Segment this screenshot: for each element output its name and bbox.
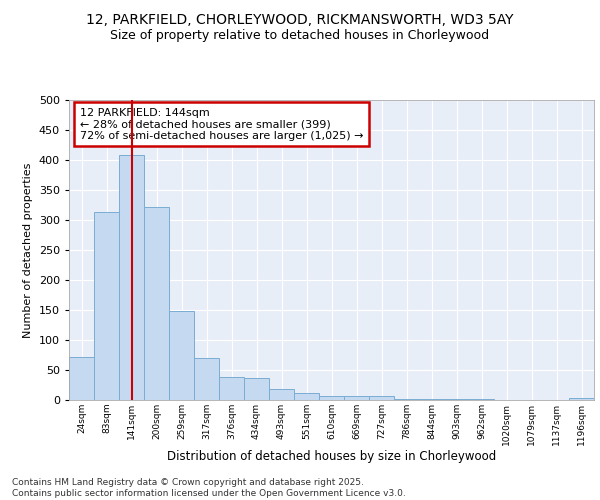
Bar	[119, 155, 144, 400]
Text: 12, PARKFIELD, CHORLEYWOOD, RICKMANSWORTH, WD3 5AY: 12, PARKFIELD, CHORLEYWOOD, RICKMANSWORT…	[86, 12, 514, 26]
Bar	[369, 396, 394, 400]
Bar	[194, 358, 219, 400]
Bar	[569, 398, 594, 400]
Bar	[394, 399, 419, 400]
Bar	[344, 396, 369, 400]
Bar	[69, 357, 94, 400]
Text: Size of property relative to detached houses in Chorleywood: Size of property relative to detached ho…	[110, 29, 490, 42]
X-axis label: Distribution of detached houses by size in Chorleywood: Distribution of detached houses by size …	[167, 450, 496, 464]
Text: Contains HM Land Registry data © Crown copyright and database right 2025.
Contai: Contains HM Land Registry data © Crown c…	[12, 478, 406, 498]
Y-axis label: Number of detached properties: Number of detached properties	[23, 162, 33, 338]
Bar	[319, 396, 344, 400]
Bar	[94, 212, 119, 400]
Bar	[219, 377, 244, 400]
Bar	[269, 389, 294, 400]
Bar	[244, 378, 269, 400]
Text: 12 PARKFIELD: 144sqm
← 28% of detached houses are smaller (399)
72% of semi-deta: 12 PARKFIELD: 144sqm ← 28% of detached h…	[79, 108, 363, 140]
Bar	[294, 393, 319, 400]
Bar	[144, 207, 169, 400]
Bar	[169, 311, 194, 400]
